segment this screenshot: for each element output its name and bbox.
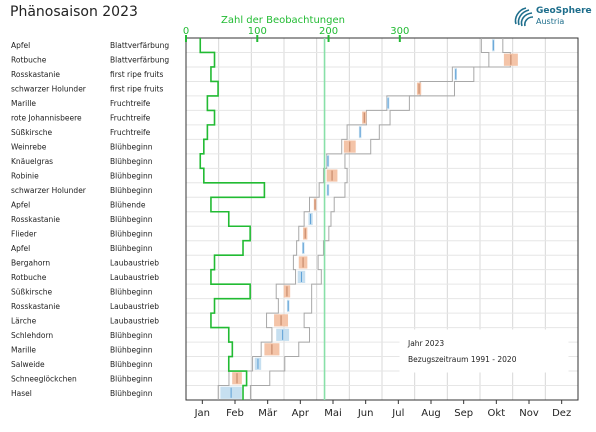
row-label-phase: Blühbeginn (110, 360, 153, 369)
row-label-phase: Blühbeginn (110, 186, 153, 195)
row-label-plant: Rosskastanie (11, 215, 60, 224)
top-axis-tick-label: 100 (248, 26, 267, 37)
row-label-plant: Bergahorn (11, 258, 50, 267)
row-label-phase: first ripe fruits (110, 70, 163, 79)
row-label-phase: Laubaustrieb (110, 302, 159, 311)
row-label-phase: Laubaustrieb (110, 258, 159, 267)
logo-line2: Austria (536, 17, 565, 26)
x-tick-label: Mär (258, 408, 278, 419)
top-axis-tick-label: 200 (319, 26, 338, 37)
row-label-phase: Fruchtreife (110, 99, 151, 108)
x-tick-label: Nov (519, 408, 539, 419)
row-label-phase: Blühbeginn (110, 331, 153, 340)
geosphere-logo-icon (514, 7, 534, 27)
row-label-phase: Blühbeginn (110, 172, 153, 181)
row-label-phase: Blühbeginn (110, 157, 153, 166)
top-axis-label: Zahl der Beobachtungen (221, 15, 345, 26)
row-label-phase: Blattverfärbung (110, 56, 169, 65)
x-tick-label: Dez (552, 408, 571, 419)
legend-entry-year: Jahr 2023 (407, 339, 444, 348)
row-label-plant: Marille (11, 99, 36, 108)
x-tick-label: Jul (391, 408, 404, 419)
row-label-phase: Blühbeginn (110, 215, 153, 224)
legend-box (399, 329, 569, 373)
row-label-plant: Salweide (11, 360, 45, 369)
row-label-plant: schwarzer Holunder (11, 85, 87, 94)
row-label-phase: Fruchtreife (110, 128, 151, 137)
row-label-phase: Blühbeginn (110, 345, 153, 354)
row-label-plant: Rosskastanie (11, 70, 60, 79)
row-label-plant: rote Johannisbeere (11, 114, 82, 123)
row-label-plant: Apfel (11, 244, 30, 253)
row-label-plant: schwarzer Holunder (11, 186, 87, 195)
logo-line1: GeoSphere (536, 6, 592, 16)
row-label-plant: Rosskastanie (11, 302, 60, 311)
x-tick-label: Mai (324, 408, 342, 419)
row-label-plant: Apfel (11, 41, 30, 50)
top-axis-tick-label: 0 (183, 26, 189, 37)
legend-entry-reference: Bezugszeitraum 1991 - 2020 (408, 355, 517, 364)
row-label-plant: Hasel (11, 389, 32, 398)
x-tick-label: Sep (454, 408, 473, 419)
row-label-phase: Blühbeginn (110, 389, 153, 398)
row-label-phase: Blühbeginn (110, 374, 153, 383)
row-label-phase: Blühbeginn (110, 244, 153, 253)
x-tick-label: Okt (488, 408, 506, 419)
row-label-plant: Schlehdorn (11, 331, 53, 340)
plot-frame (185, 37, 579, 401)
row-label-plant: Schneeglöckchen (11, 374, 77, 383)
x-tick-label: Feb (226, 408, 244, 419)
row-label-plant: Lärche (11, 316, 37, 325)
row-label-phase: Blühende (110, 201, 146, 210)
x-tick-label: Aug (421, 408, 441, 419)
observation-count-line (199, 38, 266, 400)
x-tick-label: Apr (292, 408, 310, 419)
row-label-plant: Weinrebe (11, 143, 47, 152)
chart-title: Phänosaison 2023 (10, 4, 138, 20)
row-label-phase: first ripe fruits (110, 85, 163, 94)
x-tick-label: Jan (194, 408, 210, 419)
row-label-plant: Flieder (11, 229, 37, 238)
reference-late-line (249, 38, 511, 400)
row-label-plant: Rotbuche (11, 273, 47, 282)
row-label-plant: Süßkirsche (11, 128, 53, 137)
row-label-phase: Laubaustrieb (110, 316, 159, 325)
row-label-plant: Süßkirsche (11, 287, 53, 296)
row-label-plant: Robinie (11, 172, 39, 181)
row-label-phase: Fruchtreife (110, 114, 151, 123)
row-label-plant: Knäuelgras (11, 157, 53, 166)
row-label-phase: Blühbeginn (110, 143, 153, 152)
row-label-plant: Marille (11, 345, 36, 354)
row-label-phase: Blühbeginn (110, 287, 153, 296)
row-label-phase: Blühbeginn (110, 229, 153, 238)
top-axis-tick-label: 300 (390, 26, 409, 37)
row-label-plant: Apfel (11, 201, 30, 210)
row-label-phase: Blattverfärbung (110, 41, 169, 50)
x-tick-label: Jun (357, 408, 374, 419)
row-label-phase: Laubaustrieb (110, 273, 159, 282)
row-label-plant: Rotbuche (11, 56, 47, 65)
logo: GeoSphere Austria (512, 4, 592, 30)
